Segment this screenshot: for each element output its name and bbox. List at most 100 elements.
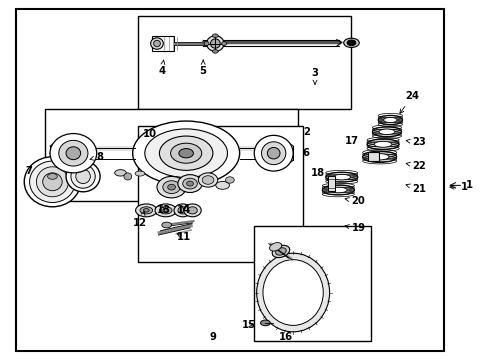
Bar (254, 226, 370, 341)
Ellipse shape (269, 243, 281, 251)
Text: 17: 17 (344, 136, 358, 146)
Ellipse shape (203, 41, 208, 46)
Text: 19: 19 (345, 223, 365, 233)
Ellipse shape (183, 178, 197, 189)
Ellipse shape (24, 157, 81, 207)
Ellipse shape (155, 204, 176, 217)
Ellipse shape (66, 161, 100, 192)
Ellipse shape (261, 142, 285, 165)
Ellipse shape (263, 260, 323, 325)
Text: 13: 13 (157, 205, 171, 215)
Text: 23: 23 (406, 138, 425, 148)
Text: 1: 1 (449, 182, 467, 192)
Ellipse shape (159, 207, 172, 214)
Ellipse shape (272, 245, 289, 258)
Ellipse shape (210, 39, 220, 48)
Text: 14: 14 (176, 205, 190, 215)
Text: 12: 12 (133, 211, 147, 228)
Ellipse shape (115, 170, 126, 176)
Ellipse shape (378, 129, 394, 135)
Ellipse shape (325, 172, 357, 182)
Ellipse shape (372, 127, 401, 137)
Ellipse shape (42, 173, 62, 191)
Ellipse shape (71, 165, 95, 188)
Bar (327, 176, 335, 191)
Bar (137, 16, 351, 109)
Ellipse shape (254, 135, 292, 171)
Ellipse shape (343, 38, 359, 48)
Text: 6: 6 (302, 148, 309, 158)
Ellipse shape (206, 36, 224, 51)
Ellipse shape (170, 143, 201, 163)
Ellipse shape (163, 208, 168, 212)
Ellipse shape (187, 207, 197, 214)
Ellipse shape (186, 181, 193, 186)
Ellipse shape (366, 139, 398, 150)
Ellipse shape (66, 147, 81, 159)
Ellipse shape (212, 34, 218, 37)
Ellipse shape (153, 40, 160, 47)
Ellipse shape (157, 176, 186, 198)
Text: 24: 24 (399, 91, 418, 113)
Text: 22: 22 (406, 161, 425, 171)
Ellipse shape (332, 174, 350, 180)
Bar (16, 9, 443, 351)
Ellipse shape (267, 148, 280, 159)
Ellipse shape (30, 161, 75, 203)
Ellipse shape (140, 207, 152, 214)
Text: 8: 8 (90, 152, 103, 162)
Ellipse shape (132, 121, 239, 185)
Bar (175, 207, 179, 213)
Text: 5: 5 (199, 60, 206, 76)
Ellipse shape (322, 185, 354, 195)
Ellipse shape (178, 207, 187, 214)
Ellipse shape (377, 115, 402, 125)
Ellipse shape (47, 174, 57, 179)
Ellipse shape (144, 129, 227, 177)
Ellipse shape (202, 176, 213, 184)
Ellipse shape (369, 154, 388, 160)
Ellipse shape (221, 41, 226, 46)
Bar (155, 207, 159, 213)
Ellipse shape (123, 173, 131, 180)
Text: 16: 16 (278, 332, 292, 342)
Ellipse shape (198, 173, 217, 187)
Ellipse shape (159, 136, 212, 170)
Text: 4: 4 (158, 60, 165, 76)
Bar (367, 152, 378, 161)
Ellipse shape (143, 208, 149, 212)
Ellipse shape (275, 248, 285, 255)
Text: 9: 9 (209, 332, 216, 342)
Ellipse shape (329, 187, 346, 193)
Ellipse shape (76, 169, 90, 184)
Ellipse shape (135, 204, 157, 217)
Ellipse shape (36, 167, 68, 197)
Ellipse shape (167, 184, 175, 190)
Text: 15: 15 (241, 320, 255, 330)
Ellipse shape (212, 50, 218, 53)
Text: 1: 1 (465, 180, 472, 190)
Ellipse shape (260, 320, 270, 326)
Text: 21: 21 (405, 184, 426, 194)
Ellipse shape (174, 204, 191, 217)
Text: 10: 10 (142, 129, 156, 139)
Ellipse shape (346, 40, 355, 46)
Ellipse shape (362, 151, 396, 162)
Polygon shape (45, 109, 297, 202)
Text: 18: 18 (310, 168, 324, 178)
Ellipse shape (225, 177, 234, 183)
Ellipse shape (59, 140, 88, 166)
Ellipse shape (183, 204, 201, 217)
Bar (137, 126, 302, 262)
Ellipse shape (135, 171, 144, 176)
Ellipse shape (256, 253, 329, 332)
Ellipse shape (373, 141, 391, 147)
Ellipse shape (215, 181, 229, 189)
Bar (152, 36, 174, 51)
Ellipse shape (179, 149, 193, 158)
Text: 20: 20 (345, 197, 365, 206)
Text: 11: 11 (176, 232, 190, 242)
Ellipse shape (50, 134, 97, 173)
Ellipse shape (383, 117, 396, 122)
Text: 2: 2 (302, 127, 309, 137)
